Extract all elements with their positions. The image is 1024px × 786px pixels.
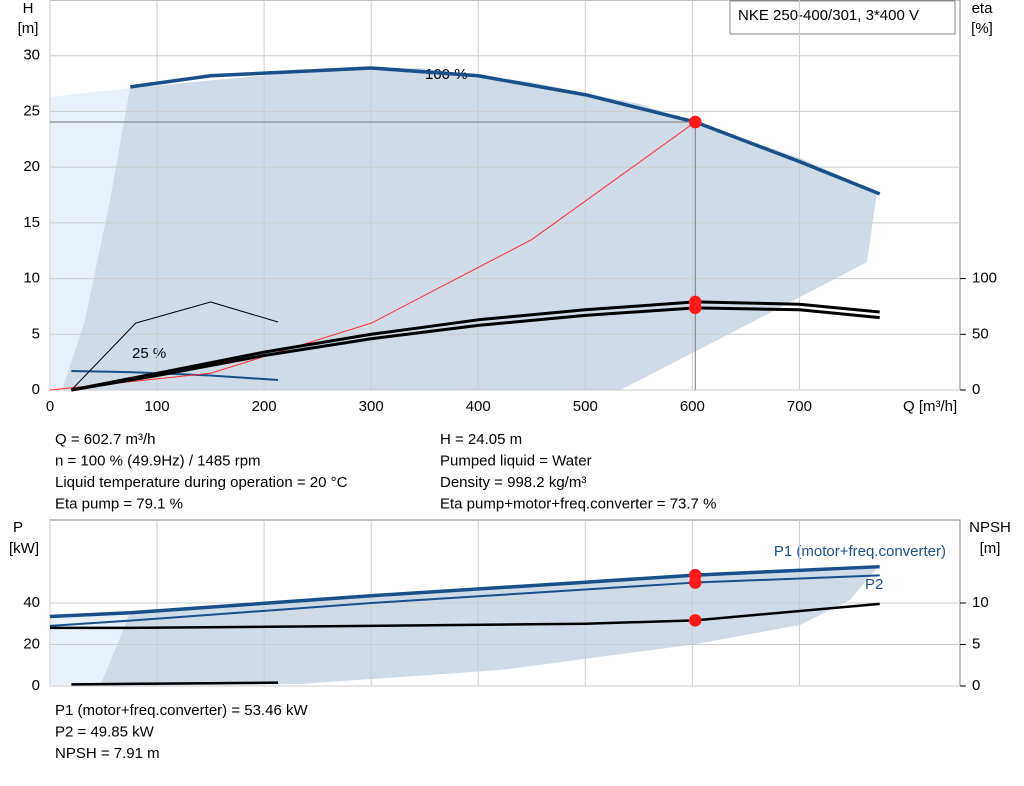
title-box (729, 0, 956, 35)
y-tick-label: 15 (23, 214, 40, 231)
info-text: Liquid temperature during operation = 20… (55, 474, 348, 491)
light-area (50, 88, 130, 390)
y2-label: eta (972, 0, 994, 17)
x-tick-label: 100 (145, 398, 170, 415)
info-text: Q = 602.7 m³/h (55, 431, 155, 448)
operating-point (688, 115, 702, 129)
y-tick-label: 5 (32, 325, 40, 342)
y-unit: [kW] (9, 540, 39, 557)
x-tick-label: 600 (680, 398, 705, 415)
y-tick-label: 0 (32, 381, 40, 398)
y-tick-label: 20 (23, 158, 40, 175)
y-tick-label: 0 (32, 677, 40, 694)
x-label: Q [m³/h] (903, 398, 957, 415)
curve (50, 602, 880, 630)
y2-tick-label: 0 (972, 381, 980, 398)
y2-tick-label: 10 (972, 594, 989, 611)
y-tick-label: 40 (23, 594, 40, 611)
x-tick-label: 300 (359, 398, 384, 415)
info-text: Density = 998.2 kg/m³ (440, 474, 586, 491)
operating-area (62, 68, 877, 390)
y2-tick-label: 0 (972, 677, 980, 694)
curve (71, 681, 279, 686)
title: NKE 250-400/301, 3*400 V (738, 7, 919, 24)
info-text: P1 (motor+freq.converter) = 53.46 kW (55, 702, 308, 719)
x-tick-label: 0 (46, 398, 54, 415)
info-text: P2 = 49.85 kW (55, 723, 155, 740)
y-label: H (23, 0, 34, 17)
y-label: P (13, 519, 23, 536)
y-tick-label: 10 (23, 270, 40, 287)
curve (49, 121, 696, 391)
info-text: Pumped liquid = Water (440, 452, 592, 469)
y2-label: NPSH (969, 519, 1011, 536)
info-text: Eta pump = 79.1 % (55, 495, 183, 512)
operating-point (688, 614, 702, 627)
series-label: P2 (865, 576, 883, 593)
info-text: NPSH = 7.91 m (55, 745, 160, 762)
info-text: Eta pump+motor+freq.converter = 73.7 % (440, 495, 716, 512)
y2-unit: [%] (971, 20, 993, 37)
y-tick-label: 30 (23, 47, 40, 64)
info-text: n = 100 % (49.9Hz) / 1485 rpm (55, 452, 261, 469)
light-area (50, 613, 130, 686)
curve-label: 25 % (132, 345, 166, 362)
y-unit: [m] (18, 20, 39, 37)
curve (49, 574, 880, 627)
operating-point (688, 301, 702, 315)
operating-area (100, 568, 877, 686)
curve (71, 301, 279, 391)
operating-point (688, 576, 702, 589)
curve (71, 306, 880, 392)
series-label: P1 (motor+freq.converter) (774, 543, 946, 560)
x-tick-label: 500 (573, 398, 598, 415)
curve (130, 66, 881, 196)
x-tick-label: 700 (787, 398, 812, 415)
x-tick-label: 200 (252, 398, 277, 415)
y2-tick-label: 5 (972, 635, 980, 652)
curve (71, 300, 880, 392)
y2-tick-label: 50 (972, 325, 989, 342)
x-tick-label: 400 (466, 398, 491, 415)
y2-unit: [m] (980, 540, 1001, 557)
y2-tick-label: 100 (972, 270, 997, 287)
y-tick-label: 20 (23, 635, 40, 652)
info-text: H = 24.05 m (440, 431, 522, 448)
y-tick-label: 25 (23, 102, 40, 119)
curve (49, 564, 880, 619)
